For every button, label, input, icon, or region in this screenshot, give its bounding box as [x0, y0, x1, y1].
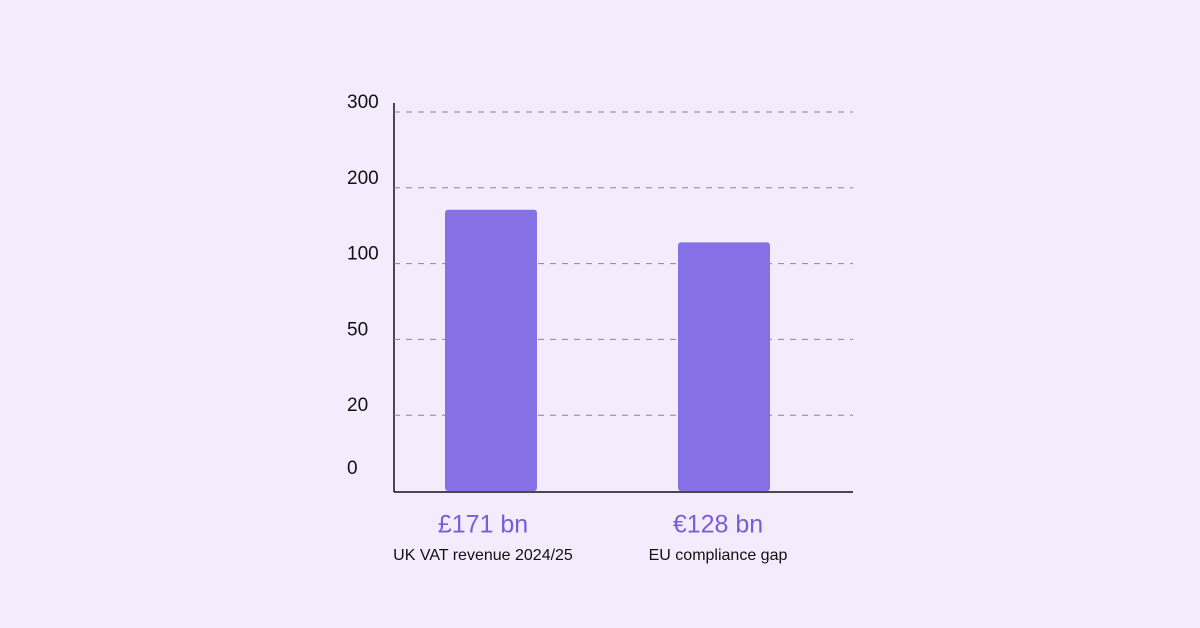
y-tick-label: 100	[347, 244, 379, 265]
y-tick-label: 300	[347, 92, 379, 113]
value-label: €128 bn	[673, 511, 763, 539]
value-label: £171 bn	[438, 511, 528, 539]
y-tick-label: 20	[347, 395, 368, 416]
bar	[678, 242, 770, 491]
y-tick-label: 0	[347, 458, 358, 479]
x-tick-label: EU compliance gap	[649, 547, 788, 564]
x-tick-label: UK VAT revenue 2024/25	[393, 547, 573, 564]
y-tick-label: 200	[347, 168, 379, 189]
y-tick-label: 50	[347, 319, 368, 340]
bar	[445, 209, 537, 492]
